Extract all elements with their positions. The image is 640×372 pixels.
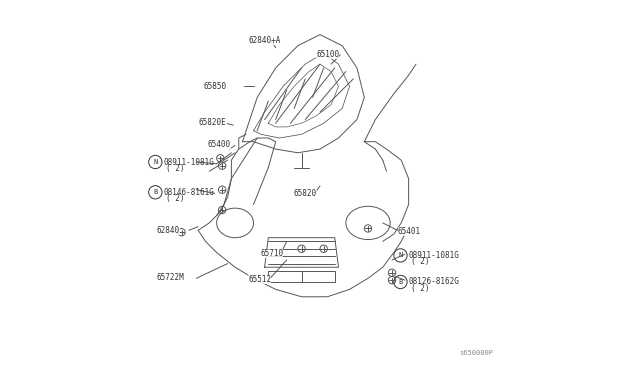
Text: 08911-1081G: 08911-1081G [163, 157, 214, 167]
Text: 08146-8161G: 08146-8161G [163, 188, 214, 197]
Text: 65722M: 65722M [157, 273, 184, 282]
Text: 08911-1081G: 08911-1081G [408, 251, 460, 260]
Text: 65820E: 65820E [199, 118, 227, 127]
Text: ( 2): ( 2) [411, 284, 429, 293]
Text: N: N [153, 159, 157, 165]
Text: ( 2): ( 2) [166, 164, 184, 173]
Text: 62840: 62840 [157, 226, 180, 235]
Text: 65820: 65820 [293, 189, 317, 198]
Text: 62840+A: 62840+A [248, 36, 280, 45]
Text: 65850: 65850 [204, 82, 227, 91]
Text: N: N [398, 253, 403, 259]
Text: 08126-8162G: 08126-8162G [408, 278, 460, 286]
Text: B: B [398, 279, 403, 285]
Text: ( 2): ( 2) [411, 257, 429, 266]
Text: 65401: 65401 [397, 227, 420, 235]
Text: B: B [153, 189, 157, 195]
Text: 65512: 65512 [248, 275, 271, 283]
Text: s650000P: s650000P [460, 350, 493, 356]
Text: ( 2): ( 2) [166, 194, 184, 203]
Text: 65710: 65710 [260, 249, 284, 258]
Text: 65400: 65400 [207, 140, 230, 149]
Text: 65100: 65100 [316, 51, 339, 60]
